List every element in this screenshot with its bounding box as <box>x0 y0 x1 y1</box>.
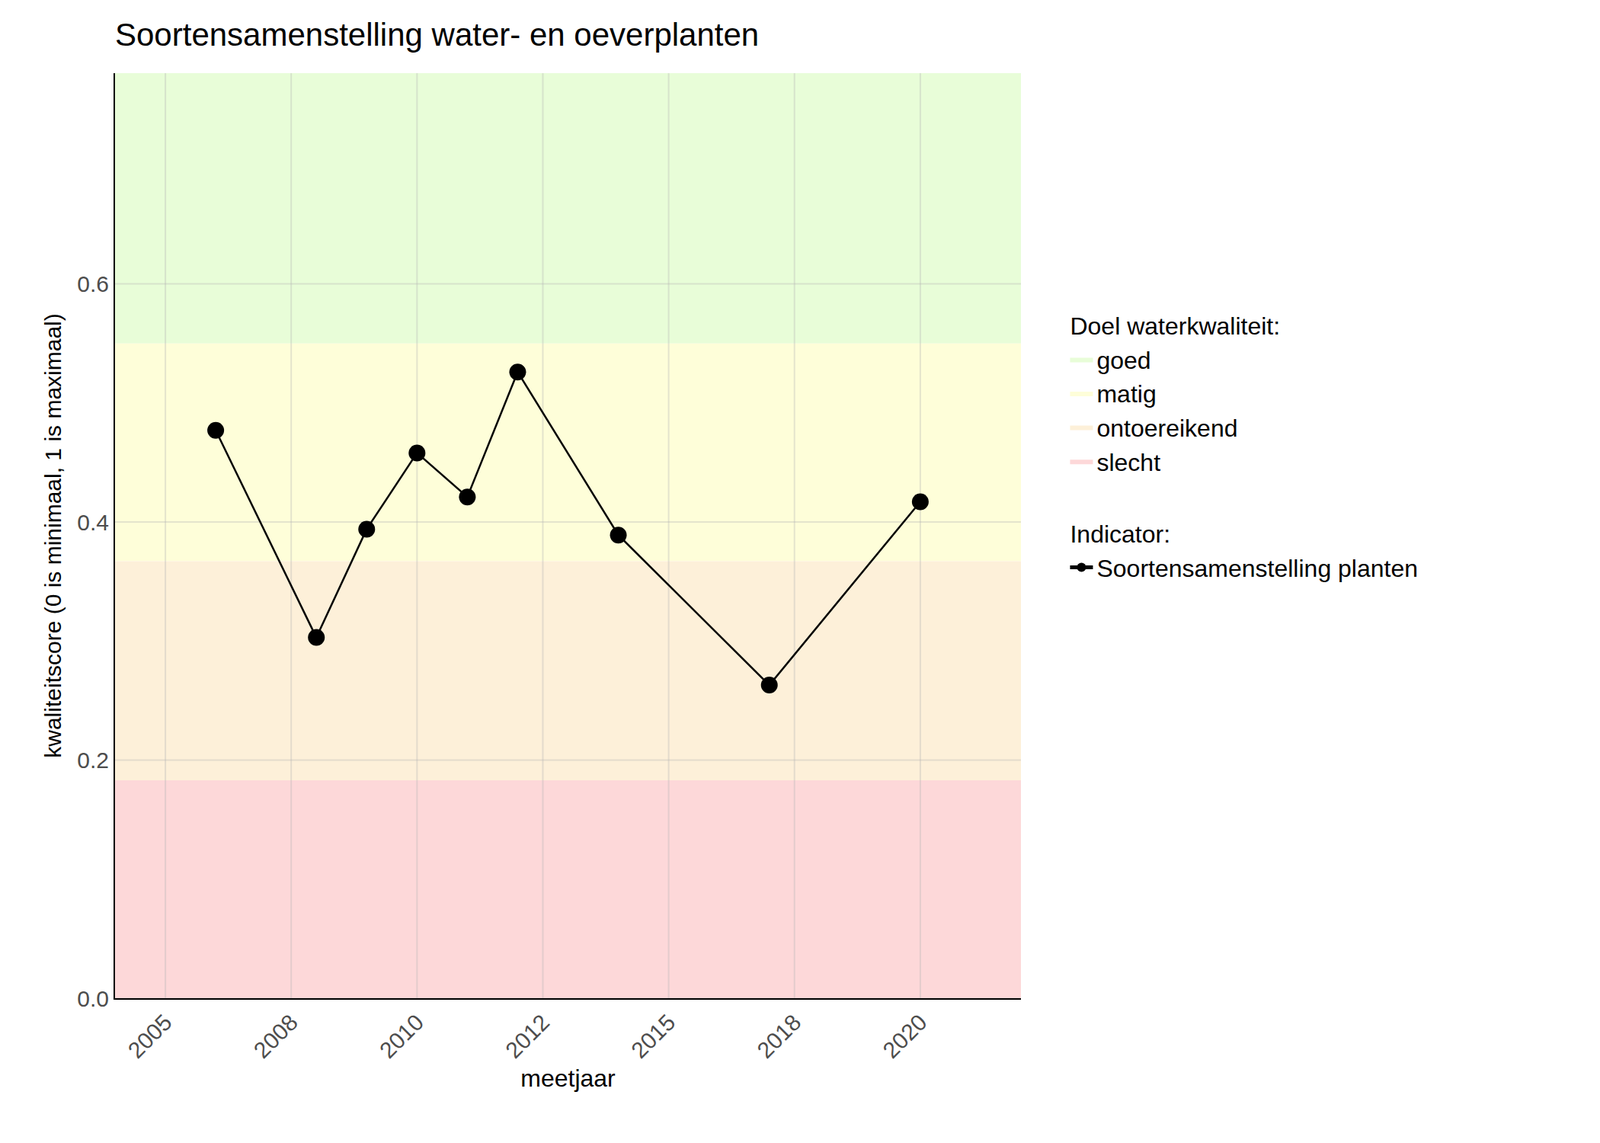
svg-text:2005: 2005 <box>122 1009 177 1064</box>
svg-text:2020: 2020 <box>877 1009 932 1064</box>
svg-text:kwaliteitscore (0 is minimaal,: kwaliteitscore (0 is minimaal, 1 is maxi… <box>40 313 66 758</box>
svg-text:2012: 2012 <box>500 1009 555 1064</box>
svg-text:Indicator:: Indicator: <box>1069 520 1171 548</box>
svg-text:matig: matig <box>1096 380 1156 408</box>
svg-text:Soortensamenstelling planten: Soortensamenstelling planten <box>1096 554 1418 583</box>
svg-text:0.0: 0.0 <box>76 985 109 1012</box>
svg-text:2010: 2010 <box>374 1009 429 1064</box>
svg-text:meetjaar: meetjaar <box>520 1064 616 1092</box>
svg-text:0.4: 0.4 <box>76 509 109 535</box>
svg-text:Soortensamenstelling water- en: Soortensamenstelling water- en oeverplan… <box>115 16 759 53</box>
svg-text:2018: 2018 <box>752 1009 807 1064</box>
svg-text:0.6: 0.6 <box>76 271 109 297</box>
svg-text:slecht: slecht <box>1096 448 1161 477</box>
svg-text:ontoereikend: ontoereikend <box>1096 414 1238 442</box>
svg-text:Doel waterkwaliteit:: Doel waterkwaliteit: <box>1069 312 1280 340</box>
svg-text:0.2: 0.2 <box>76 747 109 773</box>
svg-text:goed: goed <box>1096 346 1151 375</box>
svg-text:2015: 2015 <box>626 1009 681 1064</box>
svg-text:2008: 2008 <box>249 1009 304 1064</box>
